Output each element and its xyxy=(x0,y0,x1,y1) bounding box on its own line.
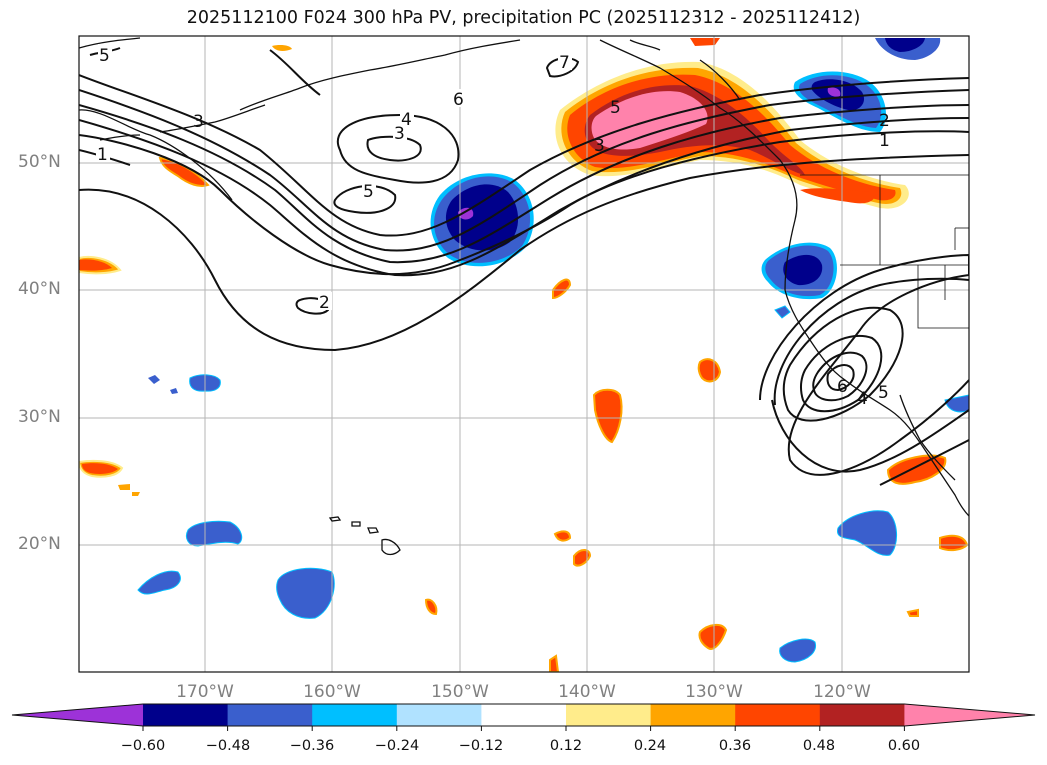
contour-label: 1 xyxy=(879,131,890,151)
colorbar-tick: 0.36 xyxy=(718,738,752,754)
contour-labels: 5 7 6 4 3 1 5 3 5 2 3 2 1 6 4 5 xyxy=(96,44,890,409)
plot-frame xyxy=(78,35,970,673)
colorbar-segment xyxy=(481,704,567,726)
colorbar-segment xyxy=(227,704,313,726)
colorbar-tick: −0.48 xyxy=(205,738,251,754)
contour-label: 3 xyxy=(193,112,204,132)
pv-contours xyxy=(79,47,969,486)
contour-label: 2 xyxy=(879,111,890,131)
colorbar-segment xyxy=(396,704,482,726)
borders xyxy=(800,174,969,329)
lon-label-160w: 160°W xyxy=(303,682,361,702)
contour-label: 5 xyxy=(363,182,374,202)
contour-label: 1 xyxy=(97,145,108,165)
colorbar-tick: −0.12 xyxy=(458,738,504,754)
contour-label: 7 xyxy=(559,53,570,73)
contour-label: 5 xyxy=(610,98,621,118)
lon-label-170w: 170°W xyxy=(176,682,234,702)
colorbar-segment xyxy=(143,704,229,726)
lat-label-40n: 40°N xyxy=(18,279,61,299)
lon-label-140w: 140°W xyxy=(558,682,616,702)
contour-label: 4 xyxy=(401,110,412,130)
contour-label: 2 xyxy=(319,293,330,313)
colorbar-tick: −0.36 xyxy=(289,738,335,754)
colorbar-tick: 0.60 xyxy=(887,738,921,754)
contour-label: 5 xyxy=(878,383,889,403)
contour-label: 6 xyxy=(837,377,848,397)
colorbar-tick: −0.60 xyxy=(120,738,166,754)
contour-label: 3 xyxy=(394,124,405,144)
lon-label-150w: 150°W xyxy=(431,682,489,702)
contour-label: 3 xyxy=(594,136,605,156)
lon-label-120w: 120°W xyxy=(813,682,871,702)
colorbar-segment xyxy=(819,704,905,726)
colorbar xyxy=(11,703,1036,731)
colorbar-segment xyxy=(735,704,821,726)
contour-label: 4 xyxy=(857,389,868,409)
colorbar-extend-min xyxy=(12,704,143,726)
colorbar-tick: −0.24 xyxy=(374,738,420,754)
contour-label: 5 xyxy=(99,46,110,66)
colorbar-tick: 0.12 xyxy=(549,738,583,754)
colorbar-tick: 0.48 xyxy=(802,738,836,754)
colorbar-segment xyxy=(312,704,398,726)
contour-label: 6 xyxy=(453,90,464,110)
colorbar-extend-max xyxy=(904,704,1035,726)
colorbar-segment xyxy=(566,704,652,726)
lat-label-50n: 50°N xyxy=(18,152,61,172)
colorbar-tick: 0.24 xyxy=(633,738,667,754)
lat-label-30n: 30°N xyxy=(18,407,61,427)
lat-label-20n: 20°N xyxy=(18,534,61,554)
map-title: 2025112100 F024 300 hPa PV, precipitatio… xyxy=(186,8,861,28)
lon-label-130w: 130°W xyxy=(685,682,743,702)
colorbar-segment xyxy=(650,704,736,726)
